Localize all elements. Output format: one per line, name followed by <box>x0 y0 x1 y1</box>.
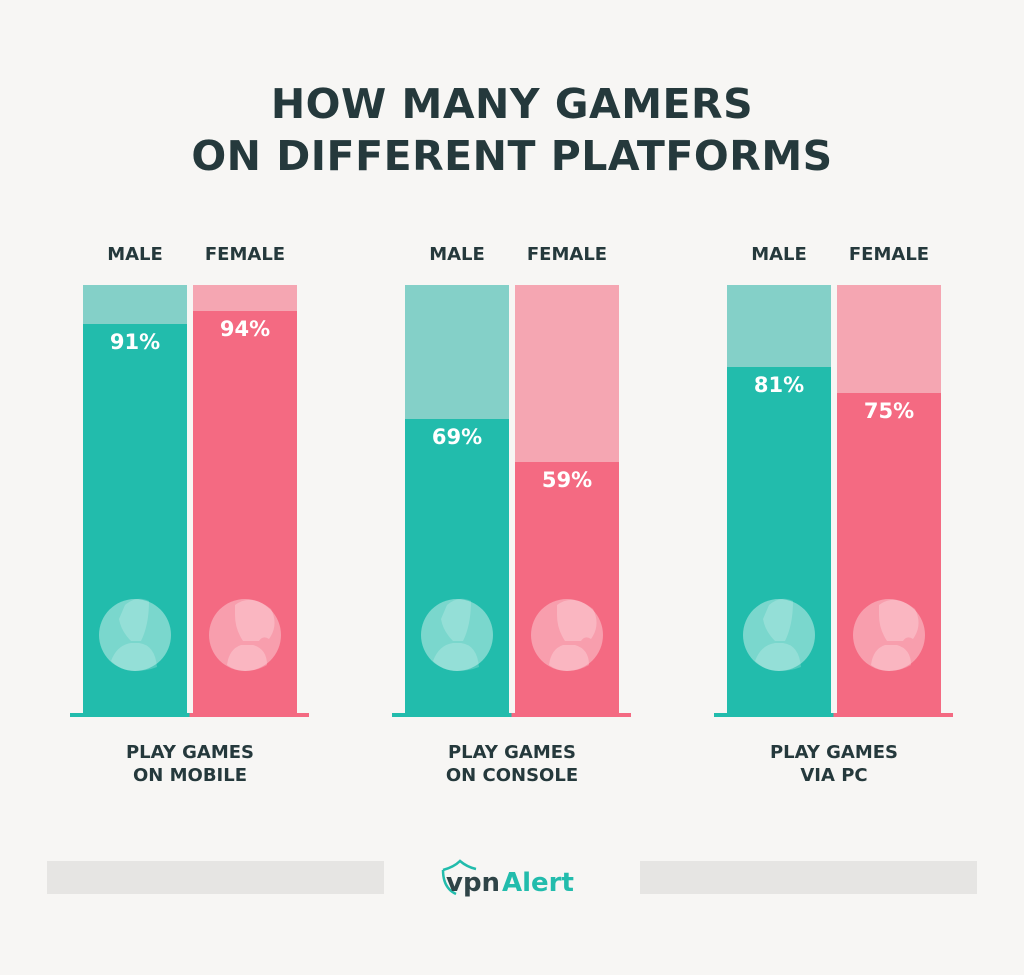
bar-track: 91% <box>83 285 187 717</box>
data-label: 94% <box>219 316 271 341</box>
vpnalert-logo: vpn Alert <box>441 859 574 898</box>
title-line-2: ON DIFFERENT PLATFORMS <box>191 132 833 180</box>
data-label: 69% <box>431 424 483 449</box>
logo-vpn: vpn <box>446 868 500 898</box>
logo-alert: Alert <box>502 868 574 898</box>
data-label: 59% <box>541 468 593 493</box>
category-label-line: PLAY GAMES <box>769 742 899 763</box>
data-label: 81% <box>753 373 805 398</box>
category-label-line: PLAY GAMES <box>125 742 255 763</box>
female-avatar-icon <box>529 595 605 671</box>
female-avatar-icon <box>851 595 927 671</box>
category-label: PLAY GAMES ON MOBILE <box>70 741 310 787</box>
left-divider-strip <box>47 861 384 894</box>
category-label: PLAY GAMES ON CONSOLE <box>392 741 632 787</box>
category-label-line: ON MOBILE <box>132 765 248 786</box>
series-header-male: MALE <box>751 244 807 265</box>
female-avatar-icon <box>207 595 283 671</box>
category-label-line: VIA PC <box>800 765 868 786</box>
bar-male <box>727 367 831 717</box>
chart-title: HOW MANY GAMERS ON DIFFERENT PLATFORMS <box>0 78 1024 182</box>
right-divider-strip <box>640 861 977 894</box>
bar-male <box>405 418 509 717</box>
baseline <box>714 713 953 717</box>
bar-track: 81% <box>727 285 831 717</box>
male-avatar-icon <box>741 595 817 671</box>
category-label: PLAY GAMES VIA PC <box>714 741 954 787</box>
baseline <box>70 713 309 717</box>
category-label-line: ON CONSOLE <box>445 765 579 786</box>
series-header-female: FEMALE <box>204 244 286 265</box>
data-label: 91% <box>109 329 161 354</box>
shield-icon <box>442 859 477 872</box>
bar-female <box>837 393 941 717</box>
bar-female <box>515 462 619 717</box>
bar-track: 69% <box>405 285 509 717</box>
bar-track: 75% <box>837 285 941 717</box>
bar-male <box>83 323 187 717</box>
series-header-male: MALE <box>107 244 163 265</box>
baseline <box>392 713 631 717</box>
male-avatar-icon <box>419 595 495 671</box>
title-line-1: HOW MANY GAMERS <box>270 80 754 128</box>
series-header-female: FEMALE <box>526 244 608 265</box>
bar-track: 59% <box>515 285 619 717</box>
series-header-female: FEMALE <box>848 244 930 265</box>
series-header-male: MALE <box>429 244 485 265</box>
bar-track: 94% <box>193 285 297 717</box>
category-label-line: PLAY GAMES <box>447 742 577 763</box>
bar-female <box>193 310 297 717</box>
data-label: 75% <box>863 399 915 423</box>
male-avatar-icon <box>97 595 173 671</box>
